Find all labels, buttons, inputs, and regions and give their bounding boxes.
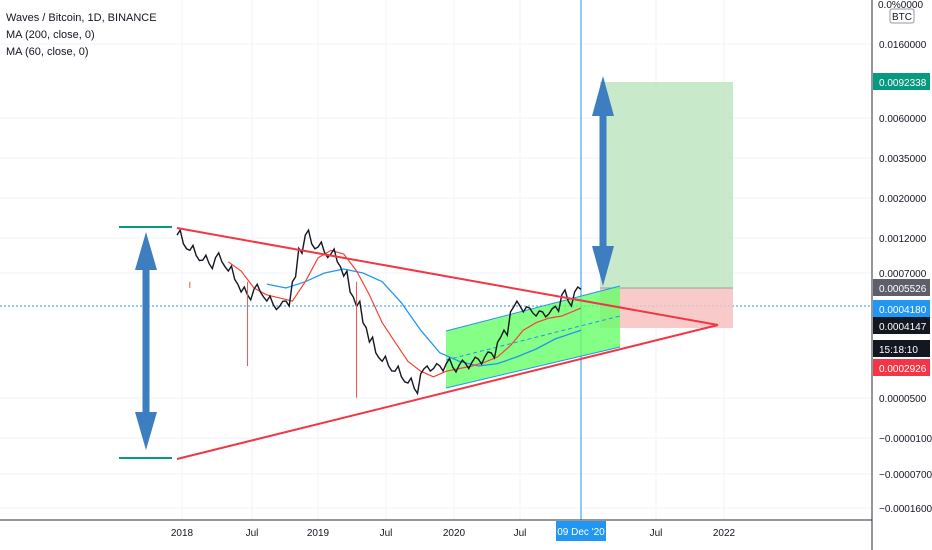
- target-zone[interactable]: [600, 82, 733, 288]
- price-axis-tick: 0.0007000: [879, 269, 927, 280]
- axis-unit-label: BTC: [892, 12, 912, 23]
- channel-top-line: [445, 285, 621, 332]
- price-axis-tick: 0.0160000: [879, 40, 927, 51]
- channel-bottom-line: [445, 346, 621, 389]
- time-axis-tick: 2019: [307, 528, 330, 539]
- price-tag[interactable]: [873, 73, 930, 90]
- price-tag-label: 0.0002926: [879, 364, 927, 375]
- axis-top-label: 0.0%0000: [878, 0, 923, 11]
- price-axis-tick: 0.0000500: [879, 394, 927, 405]
- time-axis-tick: 2022: [713, 528, 736, 539]
- time-axis-tick: Jul: [380, 528, 393, 539]
- time-axis-tick: Jul: [514, 528, 527, 539]
- right-projection-arrow-icon[interactable]: [592, 76, 614, 286]
- price-tag-label: 0.0004180: [879, 305, 927, 316]
- price-tag-label: 0.0005526: [879, 284, 927, 295]
- price-tag[interactable]: [873, 359, 930, 376]
- left-range-arrow-icon[interactable]: [135, 232, 157, 450]
- price-axis-tick: 0.0060000: [879, 114, 927, 125]
- price-tag[interactable]: [873, 279, 930, 296]
- chart-grid: [0, 0, 872, 520]
- time-axis-tick: 2018: [171, 528, 194, 539]
- price-tag[interactable]: [873, 340, 930, 357]
- price-axis[interactable]: 0.0160000 0.0060000 0.0035000 0.0020000 0.00…: [879, 40, 932, 515]
- price-tag[interactable]: [873, 300, 930, 317]
- ma60-line[interactable]: [266, 268, 582, 367]
- price-axis-tick: −0.0000700: [879, 470, 932, 481]
- symbol-title[interactable]: Waves / Bitcoin, 1D, BINANCE: [6, 12, 157, 24]
- triangle-lower-line[interactable]: [176, 324, 719, 460]
- chart-legend: Waves / Bitcoin, 1D, BINANCE MA (200, cl…: [6, 10, 157, 61]
- crosshair-date-label: 09 Dec '20: [557, 527, 605, 538]
- time-axis-tick: Jul: [650, 528, 663, 539]
- price-axis-tick: −0.0000100: [879, 434, 932, 445]
- time-axis-tick: 2020: [443, 528, 466, 539]
- time-axis[interactable]: 2018 Jul 2019 Jul 2020 Jul 09 Dec '20 Jul 2022: [171, 521, 736, 541]
- indicator-ma60-label[interactable]: MA (60, close, 0): [6, 46, 89, 58]
- price-axis-tick: 0.0020000: [879, 194, 927, 205]
- triangle-upper-line[interactable]: [176, 227, 719, 326]
- price-axis-tick: 0.0035000: [879, 154, 927, 165]
- axis-unit-badge: BTC: [889, 8, 915, 24]
- price-tag[interactable]: [873, 317, 930, 334]
- price-axis-tick: 0.0012000: [879, 234, 927, 245]
- price-tag-label: 15:18:10: [879, 345, 918, 356]
- price-axis-tick: −0.0001600: [879, 504, 932, 515]
- price-series[interactable]: [176, 228, 582, 396]
- channel-mid-line: [445, 315, 621, 361]
- time-axis-tick: Jul: [246, 528, 259, 539]
- price-tag-label: 0.0092338: [879, 78, 927, 89]
- indicator-ma200-label[interactable]: MA (200, close, 0): [6, 29, 95, 41]
- ascending-channel[interactable]: [446, 286, 620, 388]
- price-tags: 0.0092338 0.0005526 0.0004180 0.0004147 15:1…: [873, 73, 930, 376]
- price-tag-label: 0.0004147: [879, 322, 927, 333]
- series-layer: [176, 228, 582, 398]
- ma200-line[interactable]: [227, 249, 582, 378]
- crosshair-date-badge: [556, 521, 606, 541]
